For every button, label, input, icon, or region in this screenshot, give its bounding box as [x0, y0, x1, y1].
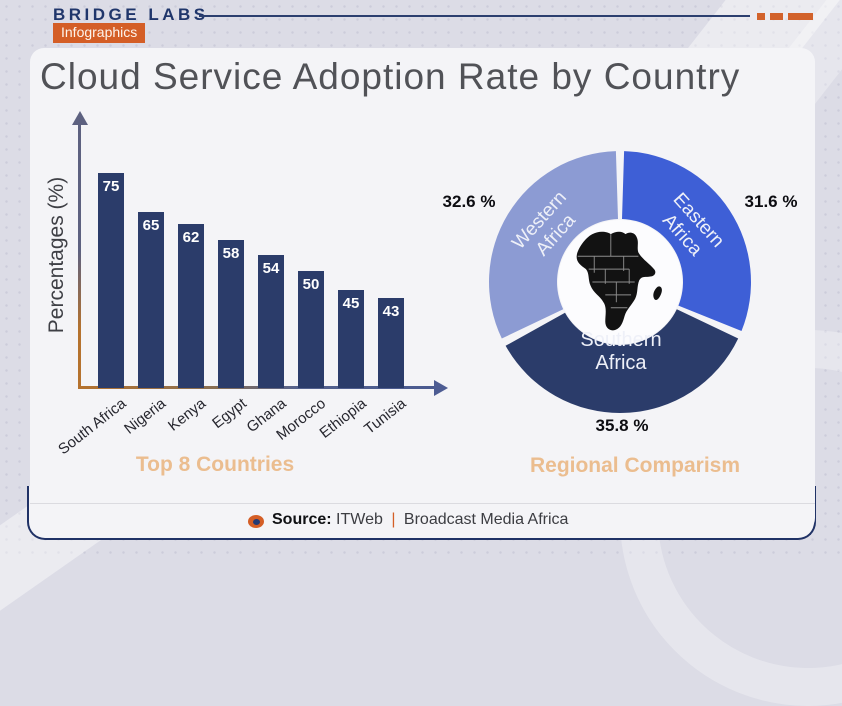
infographics-badge: Infographics: [53, 23, 146, 43]
madagascar-icon: [653, 286, 662, 301]
pct-label-western: 32.6 %: [442, 192, 496, 211]
dash-icon: [788, 13, 813, 20]
header-divider-line: [199, 15, 750, 17]
bar-category-label: Egypt: [208, 395, 250, 433]
bar-value-label: 54: [262, 260, 280, 277]
y-axis-line: [78, 124, 81, 388]
pct-label-southern: 35.8 %: [595, 416, 649, 435]
source-label: Source:: [272, 511, 332, 528]
page-title: Cloud Service Adoption Rate by Country: [40, 56, 741, 97]
x-axis-arrow-icon: [434, 380, 448, 396]
brand-logo-text: BRIDGE LABS: [53, 5, 209, 24]
bar: 50: [298, 271, 324, 388]
bar-value-label: 62: [182, 229, 200, 246]
donut-slice: [505, 309, 739, 413]
bar-chart-caption: Top 8 Countries: [135, 453, 295, 476]
bar-value-label: 65: [142, 217, 160, 234]
bar-value-label: 43: [382, 303, 400, 320]
bar-value-label: 58: [222, 245, 240, 262]
bar-category-label: Kenya: [165, 395, 210, 435]
bar-value-label: 50: [302, 276, 320, 293]
bar: 43: [378, 298, 404, 388]
bar: 62: [178, 224, 204, 388]
donut-svg: [489, 151, 751, 413]
africa-map-icon: [576, 231, 662, 331]
bar-category-label: Nigeria: [121, 395, 170, 438]
bar: 75: [98, 173, 124, 388]
bar-value-label: 75: [102, 178, 120, 195]
source-publisher: Broadcast Media Africa: [403, 511, 569, 528]
source-dot-icon: [248, 515, 264, 528]
dot-center: [252, 518, 260, 525]
x-axis-line: [78, 386, 434, 389]
bar-category-label: Tunisia: [361, 395, 410, 438]
slice-label-southern: Southern Africa: [580, 329, 662, 374]
header-dashes: [757, 13, 813, 20]
source-separator: |: [391, 511, 396, 528]
donut-slice: [622, 151, 751, 331]
y-axis-arrow-icon: [72, 111, 88, 125]
footer-divider: [30, 503, 815, 504]
source-name: ITWeb: [336, 511, 383, 528]
pct-label-eastern: 31.6 %: [744, 192, 798, 211]
y-axis-label: Percentages (%): [45, 176, 68, 334]
dash-icon: [770, 13, 783, 20]
source-row: Source: ITWeb | Broadcast Media Africa: [272, 511, 568, 529]
bar-value-label: 45: [342, 295, 360, 312]
bar: 54: [258, 255, 284, 388]
bar: 45: [338, 290, 364, 388]
africa-country-borders: [577, 234, 639, 309]
pie-chart-caption: Regional Comparism: [529, 454, 741, 477]
infographic-card: Cloud Service Adoption Rate by Country P…: [30, 48, 815, 534]
bar-category-label: South Africa: [55, 395, 130, 459]
dash-icon: [757, 13, 765, 20]
bar: 58: [218, 240, 244, 388]
donut-slice: [489, 151, 618, 339]
bar: 65: [138, 212, 164, 388]
